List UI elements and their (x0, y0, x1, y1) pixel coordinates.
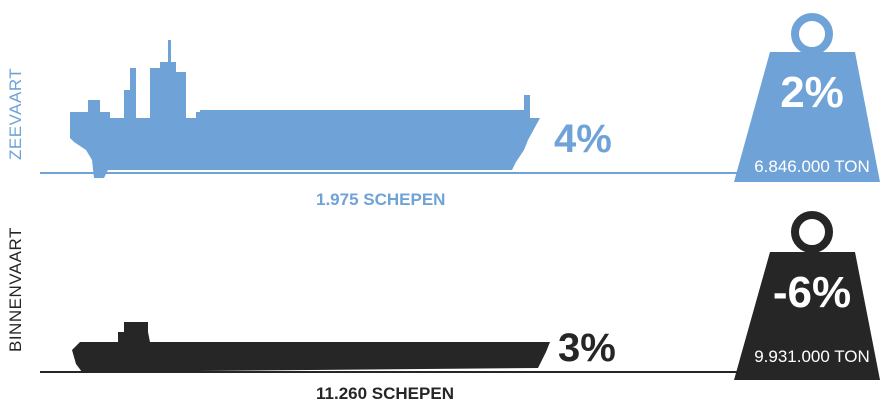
inland-weight-pct: -6% (772, 268, 852, 317)
inland-vertical-label: BINNENVAART (6, 227, 25, 352)
inland-ship-count: 11.260 SCHEPEN (316, 384, 454, 403)
weight-icon (734, 211, 880, 380)
sea-weight-pct: 2% (780, 68, 844, 117)
sea-weight-ton: 6.846.000 TON (754, 157, 870, 176)
container-ship-icon (70, 40, 540, 178)
sea-ship-count: 1.975 SCHEPEN (316, 190, 446, 209)
sea-change-pct: 4% (554, 117, 612, 161)
weight-icon (734, 13, 880, 182)
sea-vertical-label: ZEEVAART (6, 67, 25, 160)
inland-weight-ton: 9.931.000 TON (754, 347, 870, 366)
inland-change-pct: 3% (558, 326, 616, 370)
barge-icon (72, 322, 550, 372)
